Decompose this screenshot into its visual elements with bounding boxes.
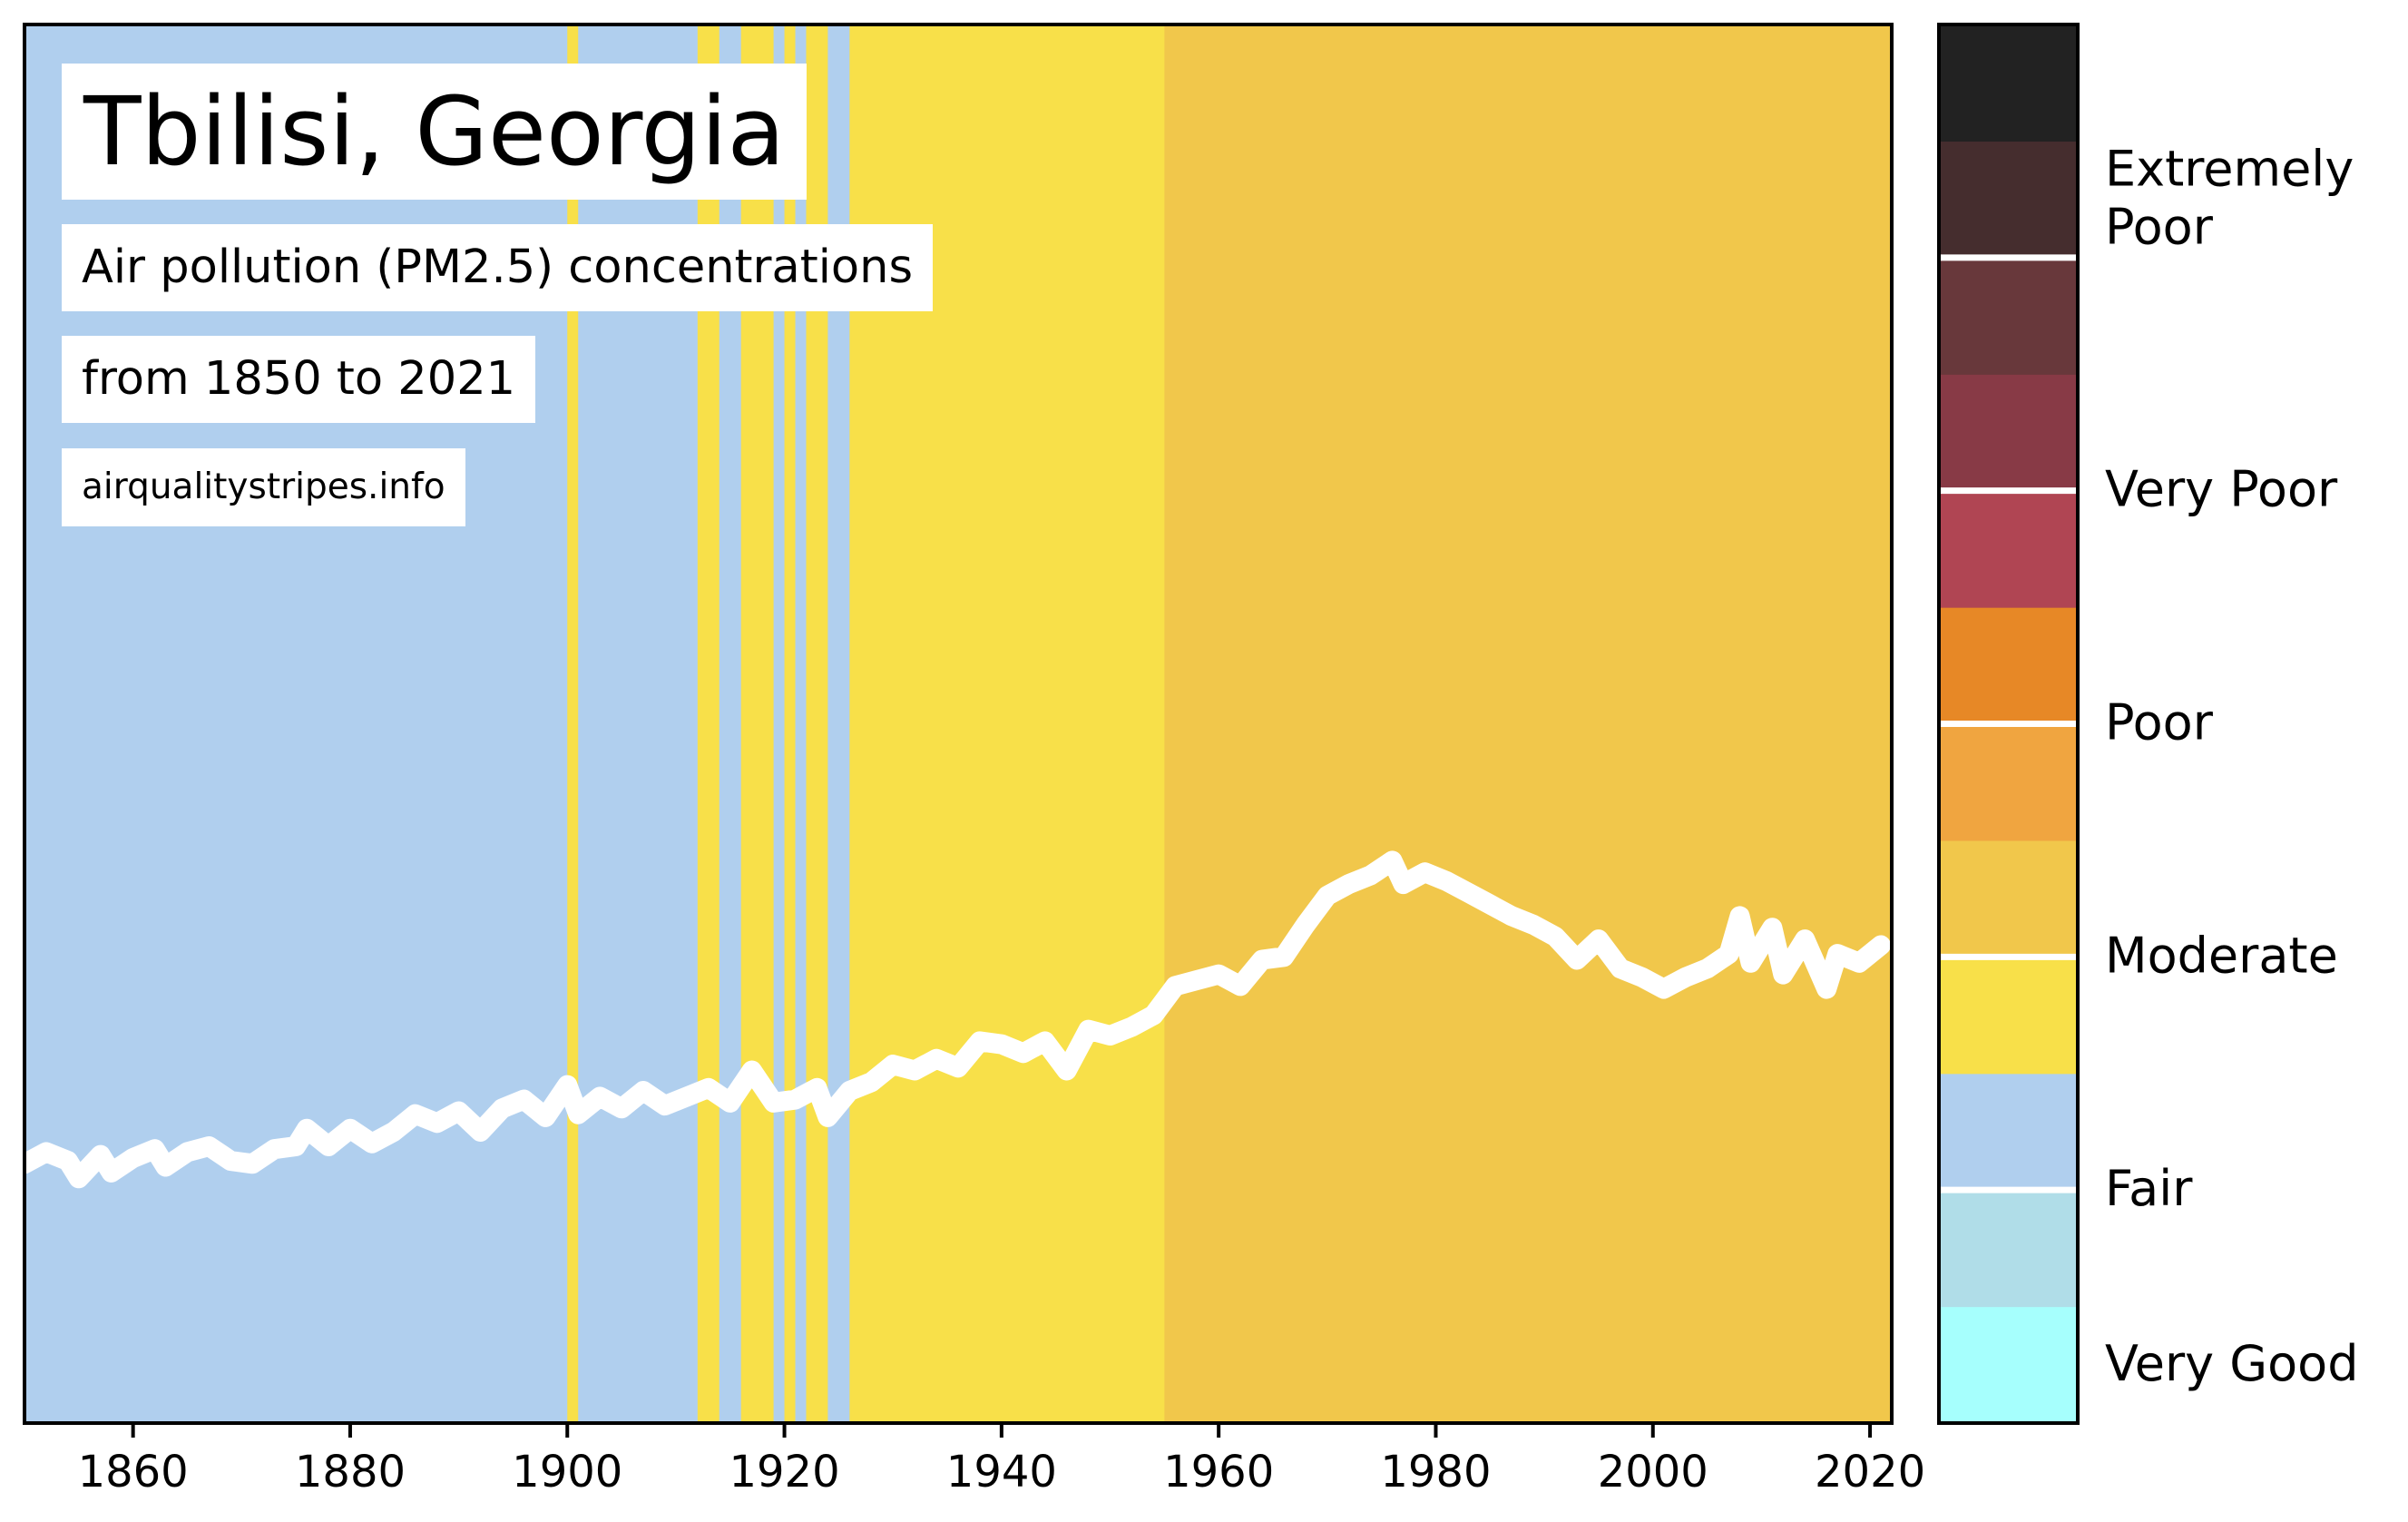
x-tick-label-1860: 1860 bbox=[78, 1447, 189, 1497]
colorbar-frame bbox=[1937, 23, 2080, 1425]
plot-frame bbox=[23, 23, 1894, 1425]
colorbar-label-2: Moderate bbox=[2105, 927, 2338, 984]
colorbar-segment-10 bbox=[1939, 141, 2078, 259]
colorbar-segment-2 bbox=[1939, 1073, 2078, 1191]
x-tick-label-1980: 1980 bbox=[1380, 1447, 1491, 1497]
colorbar-segment-11 bbox=[1939, 25, 2078, 142]
colorbar-segment-9 bbox=[1939, 257, 2078, 375]
chart-subtitle: Air pollution (PM2.5) concentrations bbox=[62, 224, 934, 311]
colorbar-segment-0 bbox=[1939, 1306, 2078, 1424]
x-tick-label-1920: 1920 bbox=[729, 1447, 839, 1497]
stripe-1921 bbox=[795, 25, 808, 1423]
colorbar-segment-3 bbox=[1939, 957, 2078, 1075]
x-tick-label-2020: 2020 bbox=[1815, 1447, 1925, 1497]
x-tick-label-1960: 1960 bbox=[1163, 1447, 1274, 1497]
pollution-line-group bbox=[15, 850, 1891, 1189]
x-tick-label-1940: 1940 bbox=[946, 1447, 1057, 1497]
colorbar-segment-5 bbox=[1939, 723, 2078, 841]
colorbar-label-3: Poor bbox=[2105, 694, 2214, 751]
colorbar-segment-4 bbox=[1939, 840, 2078, 957]
stripe-1920 bbox=[784, 25, 797, 1423]
colorbar-label-1: Fair bbox=[2105, 1160, 2193, 1217]
chart-title: Tbilisi, Georgia bbox=[62, 64, 808, 200]
colorbar-legend: Very Good Fair Moderate Poor Very Poor Extrem… bbox=[1937, 23, 2359, 1425]
stripe-1955 bbox=[1164, 25, 1893, 1423]
colorbar-segment-1 bbox=[1939, 1190, 2078, 1308]
source-label: airqualitystripes.info bbox=[62, 448, 465, 526]
date-range-label: from 1850 to 2021 bbox=[62, 336, 536, 423]
pollution-line bbox=[15, 850, 1891, 1189]
stripe-1919 bbox=[773, 25, 786, 1423]
colorbar-segment-8 bbox=[1939, 374, 2078, 492]
colorbar-segment-6 bbox=[1939, 607, 2078, 725]
colorbar-label-6: Poor bbox=[2105, 199, 2214, 256]
x-tick-label-1880: 1880 bbox=[295, 1447, 406, 1497]
colorbar-label-0: Very Good bbox=[2105, 1335, 2359, 1392]
x-axis: 1860 1880 1900 1920 1940 1960 1980 2000 2020 bbox=[78, 1423, 1925, 1497]
colorbar-label-4: Very Poor bbox=[2105, 461, 2338, 518]
stripe-1900 bbox=[567, 25, 579, 1423]
x-tick-label-1900: 1900 bbox=[512, 1447, 622, 1497]
x-tick-label-2000: 2000 bbox=[1598, 1447, 1708, 1497]
colorbar-segment-7 bbox=[1939, 490, 2078, 608]
colorbar-label-5: Extremely bbox=[2105, 141, 2354, 198]
